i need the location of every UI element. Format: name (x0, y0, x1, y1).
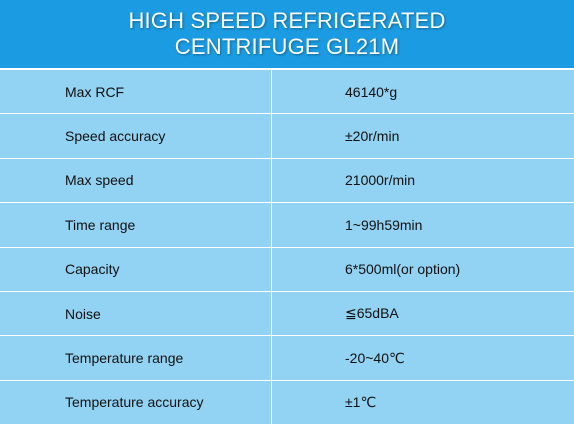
table-row: Capacity 6*500ml(or option) (0, 247, 574, 292)
spec-value: 46140*g (345, 83, 398, 100)
column-divider (271, 247, 272, 291)
spec-label: Time range (65, 216, 136, 233)
column-divider (271, 70, 272, 114)
spec-value: ≦65dBA (345, 305, 399, 322)
spec-value: 6*500ml(or option) (345, 261, 461, 278)
header: HIGH SPEED REFRIGERATED CENTRIFUGE GL21M (0, 0, 574, 70)
spec-value: -20~40℃ (345, 349, 405, 366)
spec-value: 1~99h59min (345, 216, 423, 233)
spec-label: Temperature range (65, 350, 184, 367)
column-divider (271, 114, 272, 158)
column-divider (271, 336, 272, 380)
column-divider (271, 380, 272, 425)
spec-label: Speed accuracy (65, 128, 166, 145)
column-divider (271, 291, 272, 336)
column-divider (271, 158, 272, 203)
table-row: Noise ≦65dBA (0, 291, 574, 337)
table-row: Temperature accuracy ±1℃ (0, 380, 574, 425)
spec-label: Noise (65, 305, 101, 322)
spec-label: Max RCF (65, 83, 125, 100)
table-row: Temperature range -20~40℃ (0, 336, 574, 381)
table-row: Max speed 21000r/min (0, 158, 574, 204)
spec-value: ±1℃ (345, 393, 377, 410)
spec-value: ±20r/min (345, 128, 400, 145)
spec-label: Temperature accuracy (65, 394, 204, 411)
table-row: Speed accuracy ±20r/min (0, 114, 574, 159)
spec-table: Max RCF 46140*g Speed accuracy ±20r/min Max … (0, 70, 574, 425)
spec-label: Capacity (65, 261, 120, 278)
table-row: Time range 1~99h59min (0, 203, 574, 248)
table-row: Max RCF 46140*g (0, 70, 574, 115)
column-divider (271, 203, 272, 247)
title-line: HIGH SPEED REFRIGERATED (128, 8, 446, 33)
title-line: CENTRIFUGE GL21M (174, 34, 400, 59)
spec-value: 21000r/min (345, 172, 416, 189)
spec-label: Max speed (65, 172, 134, 189)
